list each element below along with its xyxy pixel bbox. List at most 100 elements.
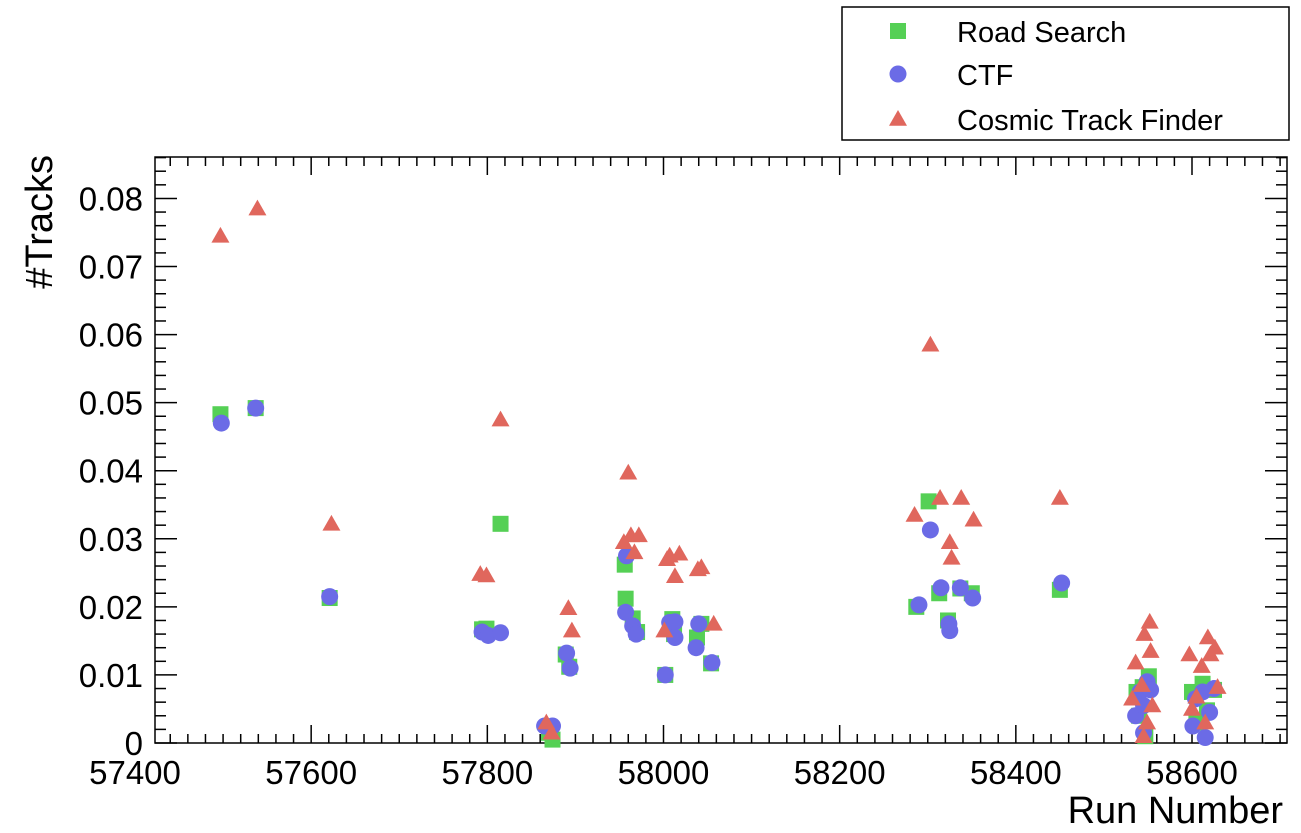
point-circle bbox=[964, 589, 982, 607]
point-triangle bbox=[670, 544, 689, 561]
point-triangle bbox=[1134, 727, 1153, 743]
point-triangle bbox=[931, 488, 950, 505]
point-triangle bbox=[942, 548, 961, 565]
point-circle bbox=[561, 659, 579, 677]
y-tick-label: 0.07 bbox=[79, 249, 143, 286]
plot-frame bbox=[154, 156, 1288, 744]
series-square bbox=[212, 400, 1223, 748]
point-triangle bbox=[322, 514, 341, 531]
point-triangle bbox=[542, 723, 561, 740]
point-triangle bbox=[1183, 699, 1201, 716]
point-circle bbox=[666, 613, 684, 631]
point-triangle bbox=[562, 621, 581, 638]
legend-marker-triangle bbox=[889, 110, 907, 126]
point-triangle bbox=[1208, 678, 1227, 694]
point-triangle bbox=[704, 614, 723, 631]
tick-labels: 57400 57600 57800 58000 58200 58400 58600 0 0.01… bbox=[79, 180, 1238, 791]
y-tick-label: 0.08 bbox=[79, 180, 143, 217]
legend: Road Search CTF Cosmic Track Finder bbox=[841, 6, 1290, 141]
point-circle bbox=[558, 644, 576, 662]
y-tick-label: 0.05 bbox=[79, 385, 143, 422]
legend-marker-circle bbox=[889, 65, 907, 83]
legend-label: Cosmic Track Finder bbox=[957, 105, 1223, 137]
point-circle bbox=[921, 521, 939, 539]
point-triangle bbox=[1132, 676, 1151, 692]
point-triangle bbox=[964, 510, 983, 527]
x-tick-label: 58000 bbox=[618, 754, 710, 791]
point-square bbox=[920, 493, 937, 510]
y-axis-title: #Tracks bbox=[19, 155, 61, 289]
x-tick-label: 58400 bbox=[970, 754, 1062, 791]
point-triangle bbox=[665, 567, 684, 583]
point-triangle bbox=[1196, 713, 1215, 730]
point-circle bbox=[321, 588, 339, 606]
point-triangle bbox=[248, 199, 267, 216]
point-triangle bbox=[559, 599, 578, 615]
x-axis-title: Run Number bbox=[1068, 790, 1284, 832]
point-circle bbox=[1053, 574, 1071, 592]
point-triangle bbox=[655, 621, 674, 638]
legend-label: Road Search bbox=[957, 17, 1126, 49]
point-circle bbox=[212, 414, 230, 432]
point-circle bbox=[627, 625, 645, 643]
point-triangle bbox=[1192, 657, 1211, 673]
point-triangle bbox=[1126, 653, 1145, 670]
point-triangle bbox=[1140, 612, 1159, 629]
point-triangle bbox=[211, 226, 230, 243]
point-circle bbox=[932, 579, 950, 597]
y-tick-label: 0.04 bbox=[79, 453, 143, 490]
point-circle bbox=[492, 624, 510, 642]
x-tick-label: 57800 bbox=[441, 754, 533, 791]
legend-marker-square bbox=[890, 23, 906, 39]
x-tick-label: 58600 bbox=[1146, 754, 1238, 791]
point-triangle bbox=[1180, 645, 1199, 662]
point-triangle bbox=[1050, 488, 1069, 505]
legend-box bbox=[841, 6, 1290, 141]
point-triangle bbox=[952, 488, 971, 505]
point-triangle bbox=[625, 543, 644, 560]
point-circle bbox=[951, 579, 969, 597]
point-triangle bbox=[1138, 713, 1157, 730]
point-circle bbox=[941, 622, 959, 640]
point-triangle bbox=[1141, 642, 1160, 658]
x-tick-label: 58200 bbox=[794, 754, 886, 791]
point-circle bbox=[247, 399, 265, 417]
point-circle bbox=[1184, 717, 1202, 735]
series-triangle bbox=[211, 199, 1227, 743]
point-triangle bbox=[477, 566, 496, 583]
point-triangle bbox=[1143, 696, 1162, 713]
point-square bbox=[492, 515, 509, 532]
x-tick-label: 57600 bbox=[265, 754, 357, 791]
axis-ticks bbox=[155, 156, 1287, 744]
y-tick-label: 0 bbox=[125, 725, 143, 762]
point-circle bbox=[703, 654, 721, 672]
point-circle bbox=[910, 596, 928, 614]
point-circle bbox=[1196, 729, 1214, 747]
y-tick-label: 0.01 bbox=[79, 657, 143, 694]
point-triangle bbox=[692, 558, 711, 575]
legend-label: CTF bbox=[957, 60, 1013, 92]
x-tick-label: 57400 bbox=[89, 754, 181, 791]
point-circle bbox=[617, 603, 635, 621]
data-points bbox=[211, 199, 1227, 748]
y-tick-label: 0.06 bbox=[79, 317, 143, 354]
point-triangle bbox=[921, 335, 940, 352]
point-triangle bbox=[940, 533, 959, 549]
point-circle bbox=[656, 666, 674, 684]
point-circle bbox=[687, 639, 705, 657]
plot-border bbox=[154, 156, 1288, 744]
point-triangle bbox=[1135, 625, 1154, 641]
point-circle bbox=[690, 615, 708, 633]
point-triangle bbox=[619, 463, 638, 480]
point-triangle bbox=[1205, 638, 1224, 655]
y-tick-label: 0.02 bbox=[79, 589, 143, 626]
point-triangle bbox=[491, 410, 510, 427]
point-square bbox=[617, 590, 634, 607]
point-triangle bbox=[629, 526, 648, 543]
y-tick-label: 0.03 bbox=[79, 521, 143, 558]
series-circle bbox=[212, 399, 1223, 747]
point-triangle bbox=[1198, 628, 1217, 645]
point-triangle bbox=[1123, 689, 1142, 706]
point-triangle bbox=[905, 505, 924, 522]
